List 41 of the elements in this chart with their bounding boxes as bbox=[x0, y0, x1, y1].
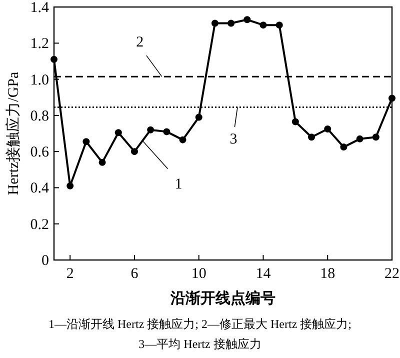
y-axis-title: Hertz接触应力/GPa bbox=[5, 72, 22, 196]
y-tick-label: 0.6 bbox=[30, 144, 50, 161]
point bbox=[179, 136, 186, 144]
point bbox=[356, 135, 364, 142]
point bbox=[98, 158, 106, 166]
y-tick-label: 1.2 bbox=[30, 36, 49, 52]
point bbox=[260, 22, 267, 29]
annotation: 2 bbox=[136, 34, 144, 51]
x-tick-label: 2 bbox=[66, 266, 74, 282]
point bbox=[324, 125, 332, 132]
x-tick-label: 14 bbox=[256, 266, 272, 282]
text: 1—沿渐开线 Hertz 接触应力; 2—修正最大 Hertz 接触应力; bbox=[48, 317, 352, 331]
y-tick-label: 0.2 bbox=[30, 216, 49, 233]
y-tick-label: 0.8 bbox=[30, 108, 49, 124]
point bbox=[82, 138, 90, 146]
point bbox=[195, 114, 202, 121]
y-tick-label: 1.4 bbox=[30, 0, 50, 16]
text: 3—平均 Hertz 接触应力 bbox=[138, 337, 262, 351]
x-tick-label: 22 bbox=[384, 266, 400, 282]
point bbox=[292, 118, 299, 126]
point bbox=[228, 20, 235, 27]
point bbox=[276, 22, 283, 29]
point bbox=[147, 126, 154, 134]
y-tick-label: 1.0 bbox=[30, 72, 49, 88]
annotation: 1 bbox=[174, 176, 182, 193]
point bbox=[130, 148, 138, 156]
y-tick-label: 0.4 bbox=[30, 180, 50, 197]
x-tick-label: 18 bbox=[320, 266, 336, 282]
x-tick-label: 6 bbox=[130, 266, 139, 282]
point bbox=[114, 129, 122, 136]
point bbox=[211, 20, 218, 27]
x-tick-label: 10 bbox=[191, 266, 206, 282]
point bbox=[244, 16, 251, 24]
y-tick-label: 0 bbox=[42, 253, 49, 269]
point bbox=[308, 134, 316, 141]
x-axis-title: 沿渐开线点编号 bbox=[170, 290, 276, 307]
point bbox=[66, 182, 74, 190]
annotation: 3 bbox=[230, 131, 238, 148]
point bbox=[372, 134, 380, 141]
point bbox=[163, 128, 170, 136]
point bbox=[340, 144, 348, 151]
